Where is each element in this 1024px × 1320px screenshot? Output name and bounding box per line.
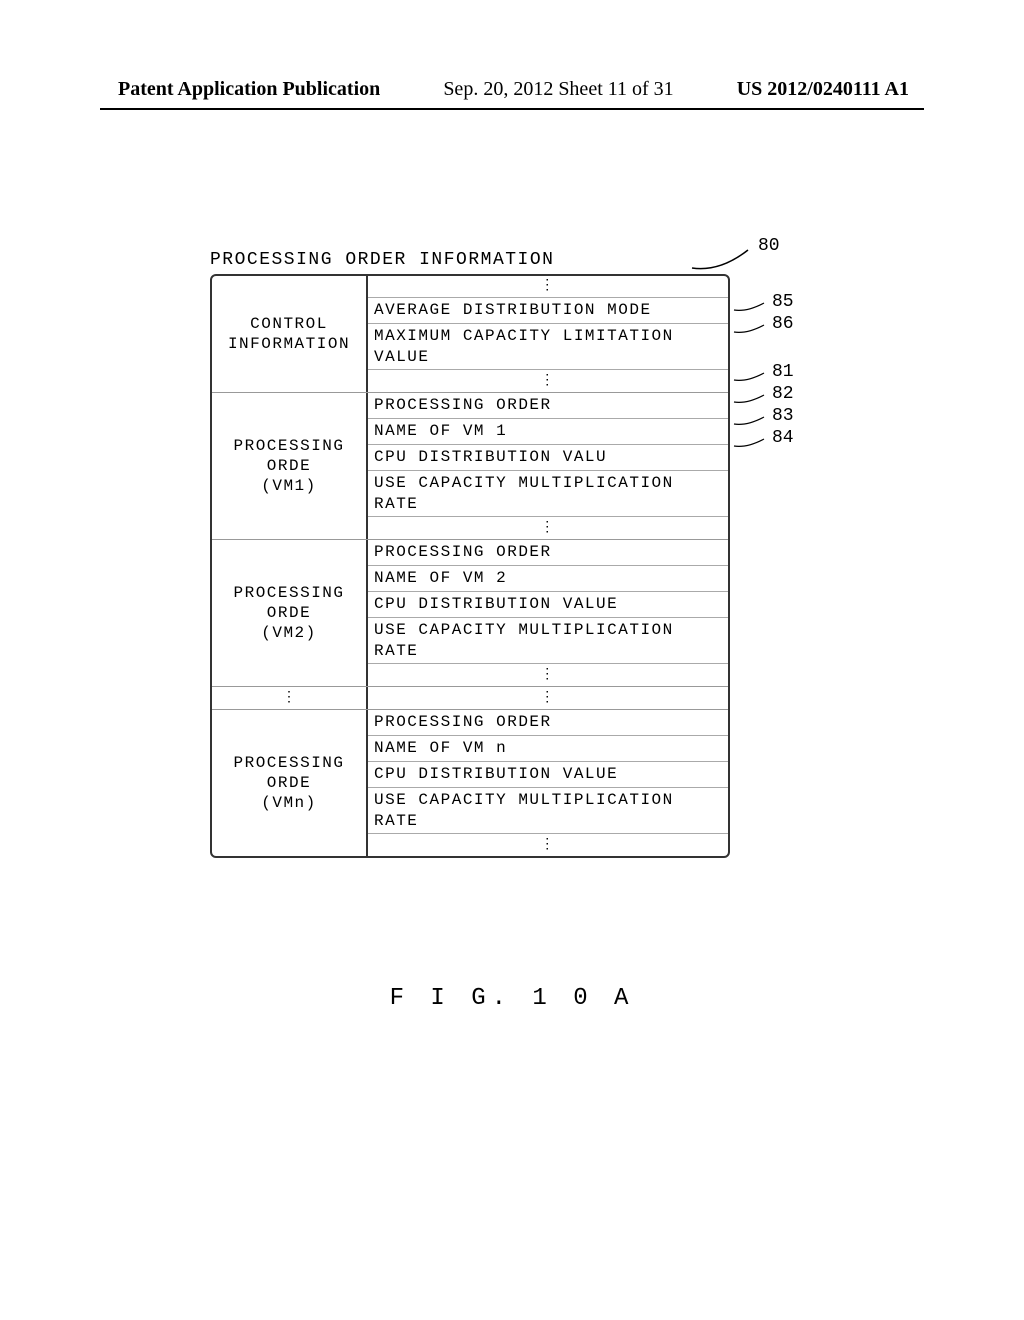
field-use-capacity: USE CAPACITY MULTIPLICATION RATE: [368, 618, 728, 665]
leader-83: [732, 414, 768, 428]
label-line: (VMn): [261, 793, 317, 813]
ellipsis-right: ⋮: [368, 687, 728, 709]
label-line: ORDE: [267, 456, 311, 476]
field-cpu-dist: CPU DISTRIBUTION VALUE: [368, 592, 728, 618]
vmn-fields: PROCESSING ORDER NAME OF VM n CPU DISTRI…: [368, 710, 728, 856]
label-vmn: PROCESSING ORDE (VMn): [212, 710, 368, 856]
label-line: PROCESSING: [233, 753, 344, 773]
figure-caption: F I G. 1 0 A: [0, 985, 1024, 1012]
field-cpu-dist: CPU DISTRIBUTION VALUE: [368, 762, 728, 788]
vdots: ⋮: [368, 834, 728, 856]
vdots: ⋮: [368, 664, 728, 686]
field-processing-order: PROCESSING ORDER: [368, 710, 728, 736]
callout-85: 85: [772, 292, 794, 312]
field-avg-dist-mode: AVERAGE DISTRIBUTION MODE: [368, 298, 728, 324]
row-vm1: PROCESSING ORDE (VM1) PROCESSING ORDER N…: [212, 393, 728, 540]
label-control: CONTROL INFORMATION: [212, 276, 368, 392]
field-cpu-dist: CPU DISTRIBUTION VALU: [368, 445, 728, 471]
callout-81: 81: [772, 362, 794, 382]
field-processing-order: PROCESSING ORDER: [368, 393, 728, 419]
vdots: ⋮: [368, 370, 728, 392]
row-vm2: PROCESSING ORDE (VM2) PROCESSING ORDER N…: [212, 540, 728, 687]
label-vm1: PROCESSING ORDE (VM1): [212, 393, 368, 539]
vdots: ⋮: [368, 276, 728, 298]
label-line: ORDE: [267, 773, 311, 793]
vm2-fields: PROCESSING ORDER NAME OF VM 2 CPU DISTRI…: [368, 540, 728, 686]
row-vmn: PROCESSING ORDE (VMn) PROCESSING ORDER N…: [212, 710, 728, 856]
control-fields: ⋮ AVERAGE DISTRIBUTION MODE MAXIMUM CAPA…: [368, 276, 728, 392]
header-rule: [100, 108, 924, 110]
header-right: US 2012/0240111 A1: [737, 78, 909, 101]
leader-81: [732, 370, 768, 384]
field-name-vm: NAME OF VM 1: [368, 419, 728, 445]
callout-83: 83: [772, 406, 794, 426]
vdots: ⋮: [368, 687, 728, 709]
processing-order-table: CONTROL INFORMATION ⋮ AVERAGE DISTRIBUTI…: [210, 274, 730, 858]
vdots: ⋮: [212, 687, 368, 709]
callout-86: 86: [772, 314, 794, 334]
field-use-capacity: USE CAPACITY MULTIPLICATION RATE: [368, 471, 728, 518]
leader-86: [732, 322, 768, 336]
label-line: (VM1): [261, 476, 317, 496]
label-line: INFORMATION: [228, 334, 350, 354]
label-line: PROCESSING: [233, 583, 344, 603]
field-name-vm: NAME OF VM n: [368, 736, 728, 762]
row-control: CONTROL INFORMATION ⋮ AVERAGE DISTRIBUTI…: [212, 276, 728, 393]
callout-84: 84: [772, 428, 794, 448]
vdots: ⋮: [368, 517, 728, 539]
leader-84: [732, 436, 768, 450]
vm1-fields: PROCESSING ORDER NAME OF VM 1 CPU DISTRI…: [368, 393, 728, 539]
row-ellipsis: ⋮ ⋮: [212, 687, 728, 710]
page-header: Patent Application Publication Sep. 20, …: [0, 78, 1024, 101]
field-name-vm: NAME OF VM 2: [368, 566, 728, 592]
label-vm2: PROCESSING ORDE (VM2): [212, 540, 368, 686]
label-line: PROCESSING: [233, 436, 344, 456]
leader-85: [732, 300, 768, 314]
label-line: ORDE: [267, 603, 311, 623]
header-center: Sep. 20, 2012 Sheet 11 of 31: [443, 78, 673, 101]
label-line: CONTROL: [250, 314, 328, 334]
header-left: Patent Application Publication: [118, 78, 380, 101]
callout-82: 82: [772, 384, 794, 404]
field-processing-order: PROCESSING ORDER: [368, 540, 728, 566]
figure: PROCESSING ORDER INFORMATION CONTROL INF…: [210, 250, 730, 858]
field-use-capacity: USE CAPACITY MULTIPLICATION RATE: [368, 788, 728, 835]
leader-82: [732, 392, 768, 406]
field-max-capacity: MAXIMUM CAPACITY LIMITATION VALUE: [368, 324, 728, 371]
label-line: (VM2): [261, 623, 317, 643]
table-title: PROCESSING ORDER INFORMATION: [210, 250, 730, 270]
callout-80: 80: [758, 236, 780, 256]
